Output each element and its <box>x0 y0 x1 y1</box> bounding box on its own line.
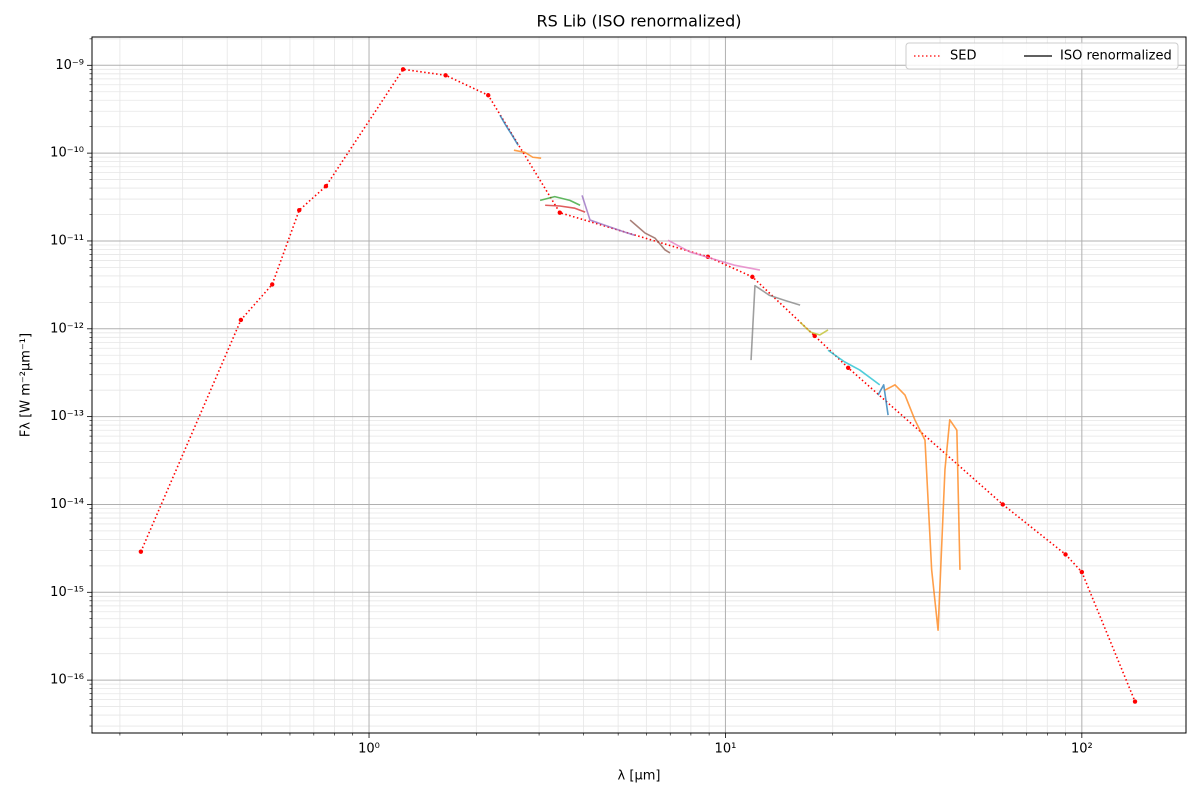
y-axis-label: Fλ [W m⁻²μm⁻¹] <box>19 333 34 437</box>
sed-marker <box>1132 699 1138 704</box>
spectrum-line <box>629 219 671 254</box>
sed-line <box>140 68 1136 702</box>
legend: SED ISO renormalized <box>905 42 1179 70</box>
y-tick-label: 10⁻¹⁶ <box>50 673 84 688</box>
sed-marker <box>750 274 755 280</box>
spectrum-line <box>877 384 889 416</box>
axes-frame <box>91 36 1187 734</box>
spectrum-line <box>799 321 829 336</box>
sed-marker <box>1000 502 1005 507</box>
sed-marker <box>238 317 244 323</box>
grid <box>87 37 1186 738</box>
spectrum-line <box>545 204 586 213</box>
sed-marker <box>297 208 302 213</box>
sed-marker <box>400 67 406 72</box>
sed-marker <box>443 73 448 78</box>
spectrum-line <box>539 195 581 206</box>
sed-marker <box>1063 552 1068 557</box>
sed-marker <box>557 210 563 215</box>
sed-marker <box>270 282 275 287</box>
x-tick-label: 10² <box>1071 742 1093 757</box>
sed-marker <box>486 93 491 98</box>
y-tick-label: 10⁻¹⁵ <box>50 585 84 600</box>
x-tick-label: 10¹ <box>715 742 737 757</box>
legend-label: ISO renormalized <box>1060 49 1172 64</box>
spectrum-line <box>667 239 761 271</box>
spectrum-line <box>750 284 801 361</box>
sed-marker <box>138 549 144 554</box>
y-tick-label: 10⁻¹¹ <box>50 233 84 248</box>
sed-marker <box>1079 569 1085 575</box>
spectrum-line <box>499 114 519 146</box>
legend-label: SED <box>950 49 976 64</box>
y-tick-label: 10⁻¹² <box>50 321 84 336</box>
x-axis-label: λ [μm] <box>618 769 661 784</box>
sed-marker <box>812 333 817 339</box>
spectrum-line <box>884 384 961 632</box>
sed-marker <box>323 184 329 189</box>
spectrum-line <box>581 195 636 237</box>
x-tick-label: 10⁰ <box>358 742 380 757</box>
y-tick-label: 10⁻⁹ <box>55 58 84 73</box>
y-tick-label: 10⁻¹³ <box>50 409 84 424</box>
spectrum-line <box>513 149 542 160</box>
sed-marker <box>845 365 851 370</box>
spectrum-line <box>827 349 881 386</box>
y-tick-label: 10⁻¹⁰ <box>50 146 84 161</box>
plot-area <box>138 67 1138 704</box>
y-tick-label: 10⁻¹⁴ <box>50 497 84 512</box>
chart-title: RS Lib (ISO renormalized) <box>537 12 742 31</box>
